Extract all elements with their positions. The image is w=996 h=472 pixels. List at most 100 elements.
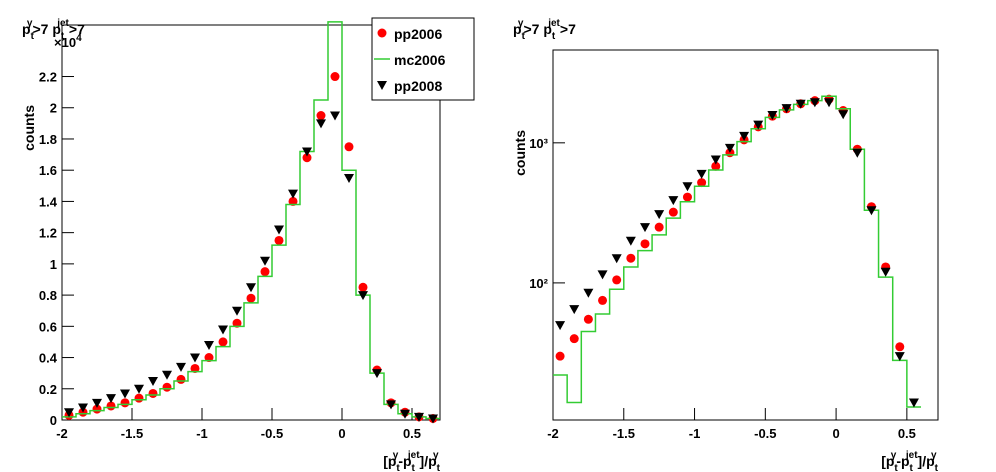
data-point: [302, 147, 312, 157]
chart-title-part: t: [552, 31, 556, 42]
data-point: [218, 337, 228, 347]
data-point: [866, 206, 877, 216]
x-axis-label-part: jet: [407, 450, 420, 461]
data-point: [697, 178, 707, 188]
x-axis-label-part: t: [412, 463, 416, 472]
x-axis-label-part: γ: [433, 450, 439, 461]
data-point: [120, 398, 130, 408]
data-point: [316, 111, 326, 121]
data-point: [190, 353, 200, 363]
chart-title-part: t: [31, 31, 35, 42]
data-point: [64, 408, 74, 418]
mc-histogram: [553, 95, 922, 408]
y-tick-label: 1.4: [39, 194, 58, 209]
data-point: [330, 72, 340, 82]
data-point: [753, 120, 764, 130]
data-point: [316, 119, 326, 129]
data-point: [597, 270, 608, 280]
data-point: [92, 398, 102, 408]
y-multiplier: ×104: [54, 33, 82, 50]
x-tick-label: 0: [338, 426, 345, 441]
data-point: [640, 239, 650, 249]
data-point: [880, 267, 891, 277]
x-tick-label: 0.5: [898, 426, 916, 441]
legend-label: pp2006: [394, 26, 442, 42]
x-axis-label-part: ]/p: [918, 453, 935, 469]
y-tick-label: 2: [50, 101, 57, 116]
chart-title-part: >7: [560, 21, 576, 37]
y-tick-label: 0.8: [39, 288, 57, 303]
data-point: [274, 225, 284, 235]
data-point: [134, 393, 144, 403]
data-point: [682, 182, 693, 192]
x-axis-label-part: jet: [905, 450, 918, 461]
data-point: [260, 256, 270, 266]
legend-label: pp2008: [394, 78, 442, 94]
data-point: [218, 325, 228, 335]
data-point: [598, 295, 608, 305]
y-tick-label: 1.6: [39, 163, 57, 178]
data-point: [204, 341, 214, 351]
chart-title-part: >7: [69, 21, 85, 37]
chart-title: ptγ>7 ptjet>7: [513, 18, 576, 42]
y-tick-label: 0.6: [39, 319, 57, 334]
mc-histogram: [62, 21, 440, 420]
data-point: [583, 314, 593, 324]
x-tick-label: -2: [56, 426, 68, 441]
chart-title-part: t: [61, 31, 65, 42]
x-axis-label-part: -p: [896, 453, 909, 469]
plot-frame: [61, 24, 441, 421]
data-point: [190, 363, 200, 373]
data-point: [106, 394, 116, 404]
data-point: [288, 189, 298, 199]
data-point: [78, 403, 88, 413]
chart-title-part: >7 p: [32, 21, 60, 37]
data-point: [176, 362, 186, 372]
data-point: [626, 253, 636, 263]
data-point: [148, 376, 158, 386]
x-axis-label-part: γ: [891, 450, 897, 461]
y-tick-label: 1.2: [39, 226, 57, 241]
x-axis-label-part: ]/p: [420, 453, 437, 469]
chart-title-part: p: [22, 21, 31, 37]
data-point: [358, 291, 368, 301]
y-tick-label: 0.2: [39, 382, 57, 397]
x-tick-label: -0.5: [754, 426, 776, 441]
data-point: [625, 236, 636, 246]
data-point: [288, 196, 298, 206]
data-point: [711, 161, 721, 171]
multiplier-exp: 4: [76, 33, 82, 44]
x-axis-label-part: t: [396, 463, 400, 472]
data-point: [428, 414, 438, 424]
x-axis-label-part: t: [910, 463, 914, 472]
data-point: [260, 267, 270, 277]
data-point: [668, 207, 678, 217]
data-point: [611, 254, 622, 264]
y-axis-label: counts: [21, 105, 37, 151]
data-point: [372, 369, 382, 379]
x-tick-label: -1.5: [613, 426, 635, 441]
y-tick-label: 2.2: [39, 70, 57, 85]
y-axis-label: counts: [512, 130, 528, 176]
data-point: [246, 283, 256, 293]
data-point: [120, 389, 130, 399]
data-point: [555, 321, 566, 331]
data-point: [330, 111, 340, 121]
chart-title-part: γ: [518, 18, 524, 29]
chart-title-part: jet: [547, 18, 560, 29]
data-point: [274, 235, 284, 245]
x-axis-label-part: t: [437, 463, 441, 472]
data-point: [204, 353, 214, 363]
data-point: [654, 210, 665, 220]
data-point: [908, 398, 919, 408]
data-point: [344, 142, 354, 152]
data-point: [795, 99, 806, 109]
x-axis-label-part: [p: [881, 453, 894, 469]
x-tick-label: -0.5: [261, 426, 283, 441]
x-axis-label-part: γ: [393, 450, 399, 461]
data-point: [583, 288, 594, 298]
data-point: [654, 222, 664, 232]
data-point: [386, 400, 396, 410]
data-point: [612, 275, 622, 285]
